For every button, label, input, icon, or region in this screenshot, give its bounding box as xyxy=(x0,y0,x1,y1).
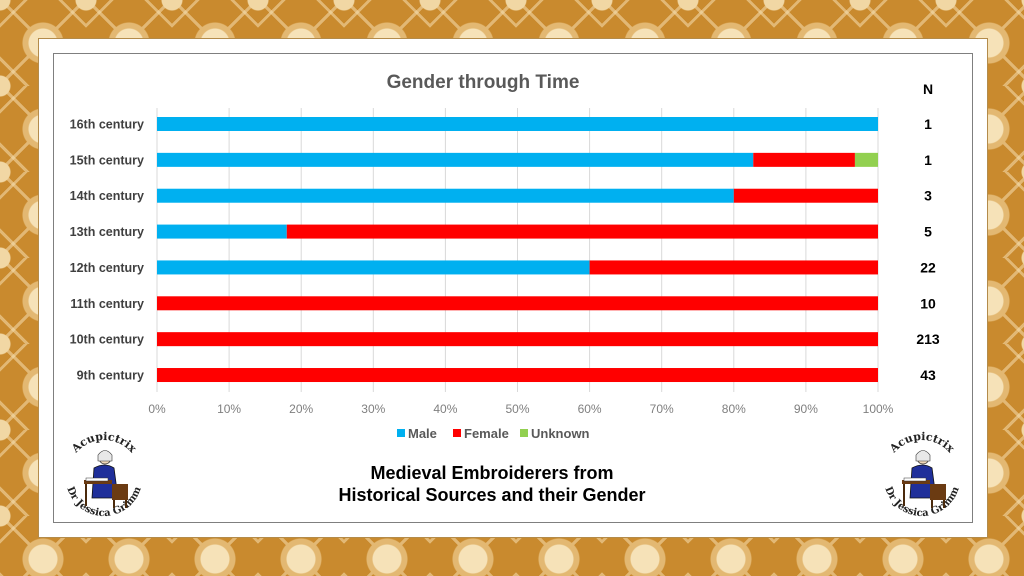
category-label: 16th century xyxy=(70,118,144,132)
embroiderer-seal-icon: Acupictrix Dr Jessica Grimm xyxy=(64,430,143,519)
caption-line-1: Medieval Embroiderers from xyxy=(370,463,614,483)
n-value: 1 xyxy=(924,116,932,132)
chart-frame xyxy=(53,53,973,523)
n-header: N xyxy=(923,81,933,97)
bar-segment-female xyxy=(286,224,878,239)
n-value: 3 xyxy=(924,188,932,204)
legend-label-unknown: Unknown xyxy=(531,426,590,441)
n-value: 10 xyxy=(920,295,936,311)
category-label: 15th century xyxy=(70,153,144,167)
category-label: 9th century xyxy=(77,369,144,383)
x-tick-label: 50% xyxy=(505,402,529,416)
chart-title: Gender through Time xyxy=(387,72,580,93)
legend-swatch-male xyxy=(397,429,405,437)
bar-segment-female xyxy=(733,188,878,203)
x-tick-label: 100% xyxy=(863,402,894,416)
x-tick-label: 30% xyxy=(361,402,385,416)
n-value: 43 xyxy=(920,367,936,383)
n-value: 5 xyxy=(924,224,932,240)
x-tick-label: 90% xyxy=(794,402,818,416)
n-value: 1 xyxy=(924,152,932,168)
slide-caption: Medieval Embroiderers from Historical So… xyxy=(270,462,714,506)
category-label: 12th century xyxy=(70,261,144,275)
category-label: 10th century xyxy=(70,333,144,347)
bar-segment-male xyxy=(157,152,754,167)
x-tick-label: 20% xyxy=(289,402,313,416)
embroiderer-seal-icon: Acupictrix Dr Jessica Grimm xyxy=(882,430,961,519)
bar-segment-female xyxy=(589,260,878,275)
x-tick-label: 80% xyxy=(722,402,746,416)
bar-segment-female xyxy=(157,296,878,311)
legend-swatch-female xyxy=(453,429,461,437)
bar-segment-male xyxy=(157,188,734,203)
bar-segment-female xyxy=(157,368,878,383)
category-label: 11th century xyxy=(70,297,144,311)
x-tick-label: 60% xyxy=(578,402,602,416)
x-tick-label: 40% xyxy=(433,402,457,416)
legend-label-male: Male xyxy=(408,426,437,441)
legend-swatch-unknown xyxy=(520,429,528,437)
bar-segment-male xyxy=(157,117,878,131)
legend-label-female: Female xyxy=(464,426,509,441)
x-tick-label: 0% xyxy=(148,402,166,416)
bar-segment-unknown xyxy=(854,152,878,167)
caption-line-2: Historical Sources and their Gender xyxy=(338,485,646,505)
bar-segment-male xyxy=(157,260,590,275)
n-value: 213 xyxy=(916,331,940,347)
x-tick-label: 70% xyxy=(650,402,674,416)
category-label: 13th century xyxy=(70,225,144,239)
x-tick-label: 10% xyxy=(217,402,241,416)
bar-segment-female xyxy=(753,152,855,167)
n-value: 22 xyxy=(920,259,936,275)
bar-segment-male xyxy=(157,224,287,239)
bar-segment-female xyxy=(157,332,878,347)
category-label: 14th century xyxy=(70,189,144,203)
